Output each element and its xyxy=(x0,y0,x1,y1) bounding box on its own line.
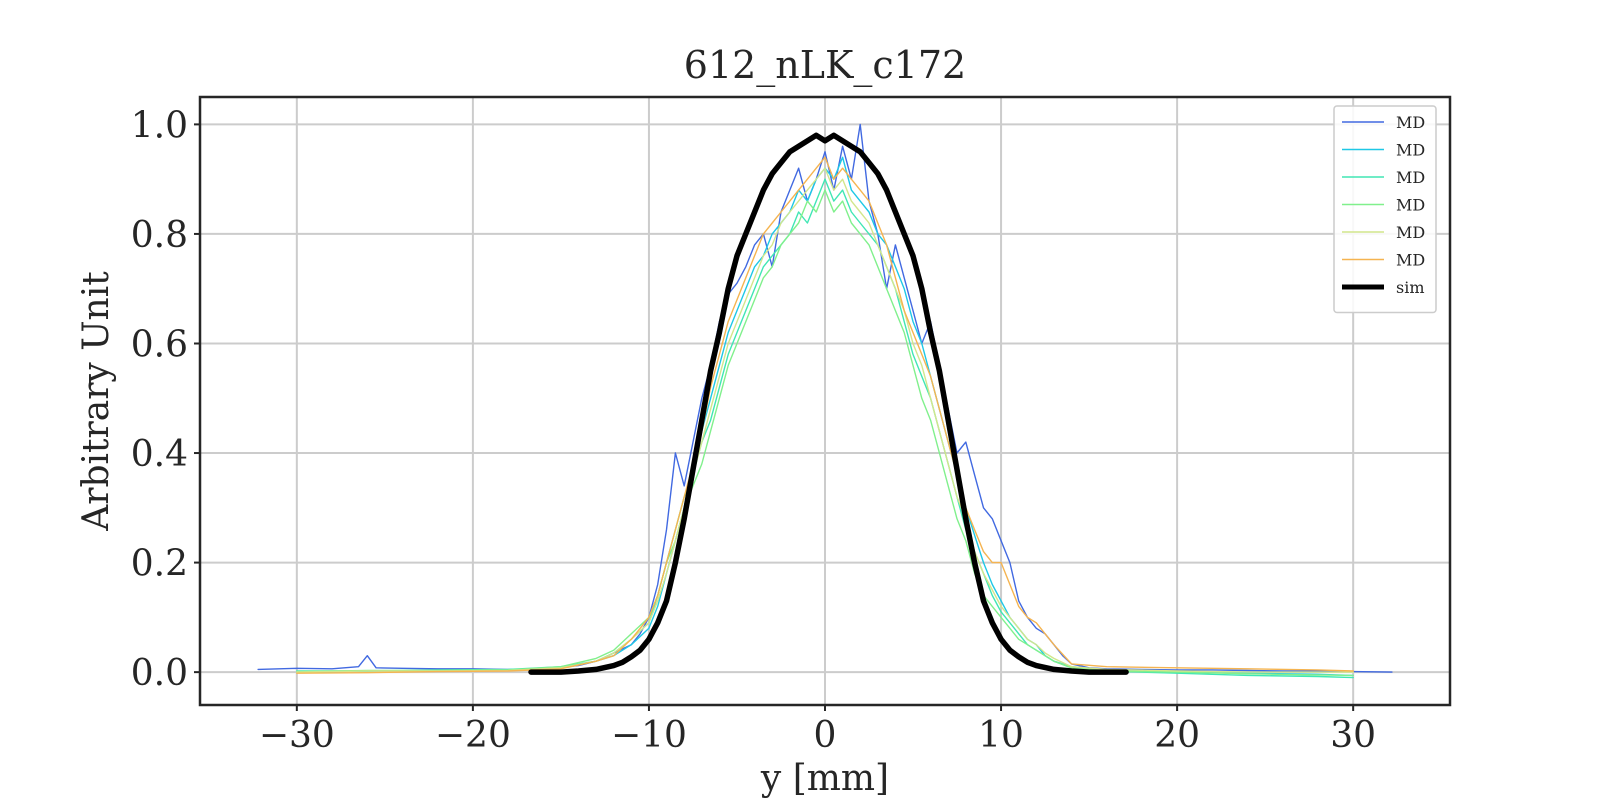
x-tick-label: 20 xyxy=(1154,715,1200,756)
y-tick-label: 0.8 xyxy=(131,215,188,256)
x-tick-label: −10 xyxy=(611,715,687,756)
series-line-md-6 xyxy=(296,156,1354,674)
y-axis-label: Arbitrary Unit xyxy=(76,271,117,532)
y-tick-label: 0.4 xyxy=(131,434,188,475)
x-tick-label: 30 xyxy=(1330,715,1376,756)
legend-label: MD xyxy=(1396,168,1425,187)
x-tick-label: 0 xyxy=(814,715,837,756)
x-axis-label: y [mm] xyxy=(760,758,889,799)
legend-label: MD xyxy=(1396,251,1425,270)
y-tick-label: 0.2 xyxy=(131,544,188,585)
legend-label: MD xyxy=(1396,223,1425,242)
legend-box xyxy=(1333,105,1437,314)
series-line-md-5 xyxy=(296,167,1354,673)
legend-label: MD xyxy=(1396,113,1425,132)
x-tick-label: 10 xyxy=(978,715,1024,756)
x-tick-label: −30 xyxy=(259,715,335,756)
x-tick-label: −20 xyxy=(435,715,511,756)
legend-label: MD xyxy=(1396,141,1425,160)
y-tick-label: 0.0 xyxy=(131,653,188,694)
series-line-sim-7 xyxy=(528,132,1129,675)
series-lines xyxy=(257,123,1393,679)
chart-title: 612_nLK_c172 xyxy=(684,43,966,88)
tick-labels: −30 −20 −10 0 10 20 30 0.0 0.2 0.4 0.6 0.8 1.0 xyxy=(131,105,1376,756)
legend: MD MD MD MD MD MD sim xyxy=(1333,105,1437,314)
y-tick-label: 1.0 xyxy=(131,105,188,146)
legend-label: MD xyxy=(1396,196,1425,215)
grid xyxy=(200,97,1450,705)
legend-label: sim xyxy=(1396,278,1425,297)
y-tick-label: 0.6 xyxy=(131,324,188,365)
